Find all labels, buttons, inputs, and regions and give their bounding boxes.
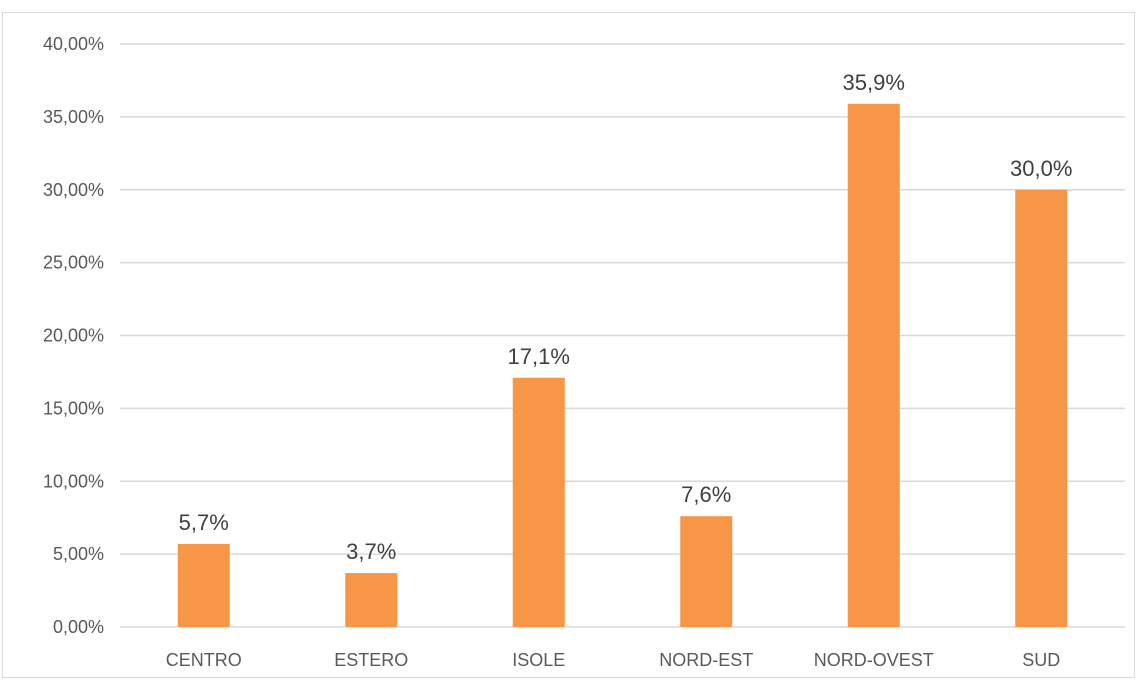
category-label: ESTERO bbox=[334, 650, 408, 670]
y-tick-label: 35,00% bbox=[43, 107, 104, 127]
data-label: 3,7% bbox=[346, 539, 396, 564]
bar-sud bbox=[1015, 190, 1067, 627]
bar-nord-est bbox=[680, 516, 732, 627]
gridlines bbox=[120, 44, 1125, 627]
y-tick-label: 0,00% bbox=[53, 617, 104, 637]
x-axis-category-labels: CENTRO ESTERO ISOLE NORD-EST NORD-OVEST SUD bbox=[166, 650, 1061, 670]
category-label: SUD bbox=[1022, 650, 1060, 670]
bar-centro bbox=[178, 544, 230, 627]
category-label: NORD-OVEST bbox=[814, 650, 934, 670]
y-tick-label: 40,00% bbox=[43, 34, 104, 54]
y-tick-label: 30,00% bbox=[43, 180, 104, 200]
y-tick-label: 25,00% bbox=[43, 253, 104, 273]
y-tick-label: 5,00% bbox=[53, 544, 104, 564]
category-label: ISOLE bbox=[512, 650, 565, 670]
y-tick-label: 20,00% bbox=[43, 326, 104, 346]
data-label: 35,9% bbox=[843, 70, 905, 95]
data-label: 17,1% bbox=[508, 344, 570, 369]
y-axis-tick-labels: 0,00% 5,00% 10,00% 15,00% 20,00% 25,00% 30,00%… bbox=[43, 34, 104, 637]
category-label: NORD-EST bbox=[659, 650, 753, 670]
bar-nord-ovest bbox=[848, 104, 900, 627]
bars bbox=[178, 104, 1068, 627]
bar-estero bbox=[345, 573, 397, 627]
data-label: 30,0% bbox=[1010, 156, 1072, 181]
category-label: CENTRO bbox=[166, 650, 242, 670]
data-labels: 5,7% 3,7% 17,1% 7,6% 35,9% 30,0% bbox=[179, 70, 1073, 564]
bar-isole bbox=[513, 378, 565, 627]
data-label: 5,7% bbox=[179, 510, 229, 535]
y-tick-label: 15,00% bbox=[43, 398, 104, 418]
data-label: 7,6% bbox=[681, 482, 731, 507]
y-tick-label: 10,00% bbox=[43, 471, 104, 491]
